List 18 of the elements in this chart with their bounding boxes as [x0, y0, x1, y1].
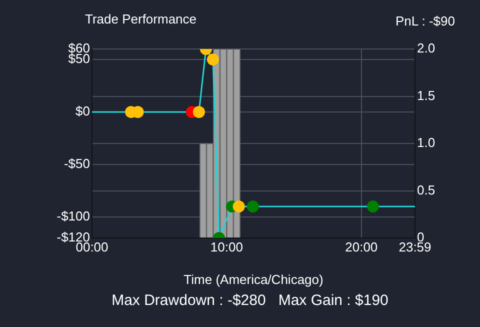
x-axis-title: Time (America/Chicago) [184, 272, 324, 287]
x-tick-label: 10:00 [210, 239, 243, 254]
y2-tick-label: 2.0 [417, 40, 436, 56]
point [206, 54, 219, 66]
y-tick-label: $0 [76, 104, 90, 119]
x-tick-label: 20:00 [345, 239, 378, 254]
y2-tick-label: 1.5 [417, 88, 436, 103]
point [246, 200, 259, 212]
y2-tick-label: 0.5 [417, 182, 436, 198]
y-tick-label: -$100 [56, 208, 90, 224]
y2-tick-label: 1.0 [417, 135, 436, 150]
chart-title: Trade Performance [85, 12, 197, 27]
text: PnL : -$90 [395, 14, 455, 29]
point [192, 106, 205, 118]
text: Max Drawdown : -$280 Max Gain : $190 [110, 292, 390, 309]
point [366, 200, 379, 212]
y-tick-label: -$50 [64, 156, 90, 172]
point [232, 200, 245, 212]
